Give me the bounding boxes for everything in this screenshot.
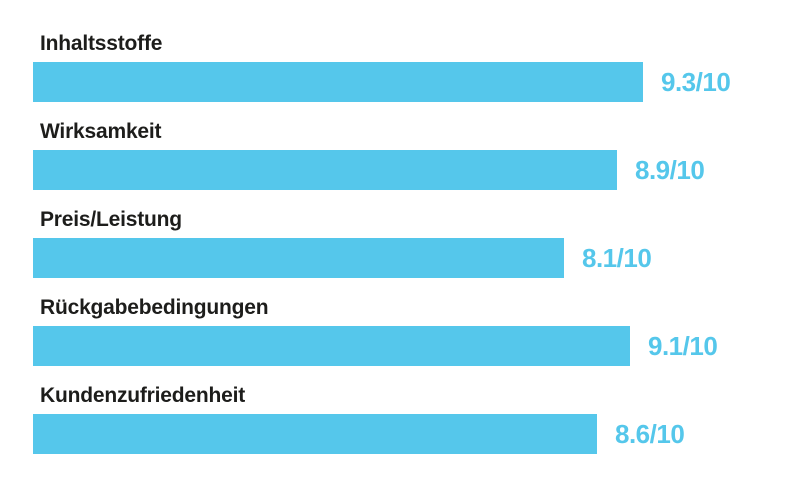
bar-line: 8.1/10 (33, 238, 800, 278)
rating-bar (33, 326, 630, 366)
rating-row: Rückgabebedingungen 9.1/10 (33, 297, 800, 366)
category-label: Wirksamkeit (40, 120, 162, 143)
rating-value: 8.6/10 (615, 419, 685, 449)
rating-value: 8.1/10 (582, 243, 652, 273)
rating-bar (33, 414, 597, 454)
category-label: Rückgabebedingungen (40, 296, 269, 319)
rating-value: 9.1/10 (648, 331, 718, 361)
bar-line: 9.1/10 (33, 326, 800, 366)
rating-bar (33, 150, 617, 190)
rating-value: 8.9/10 (635, 155, 705, 185)
rating-row: Wirksamkeit 8.9/10 (33, 121, 800, 190)
rating-bar (33, 62, 643, 102)
category-label: Preis/Leistung (40, 208, 182, 231)
category-label: Kundenzufriedenheit (40, 384, 246, 407)
category-label: Inhaltsstoffe (40, 32, 163, 55)
bar-line: 8.6/10 (33, 414, 800, 454)
rating-value: 9.3/10 (661, 67, 731, 97)
rating-bar (33, 238, 564, 278)
rating-row: Kundenzufriedenheit 8.6/10 (33, 385, 800, 454)
rating-row: Inhaltsstoffe 9.3/10 (33, 33, 800, 102)
rating-row: Preis/Leistung 8.1/10 (33, 209, 800, 278)
bar-line: 8.9/10 (33, 150, 800, 190)
bar-line: 9.3/10 (33, 62, 800, 102)
